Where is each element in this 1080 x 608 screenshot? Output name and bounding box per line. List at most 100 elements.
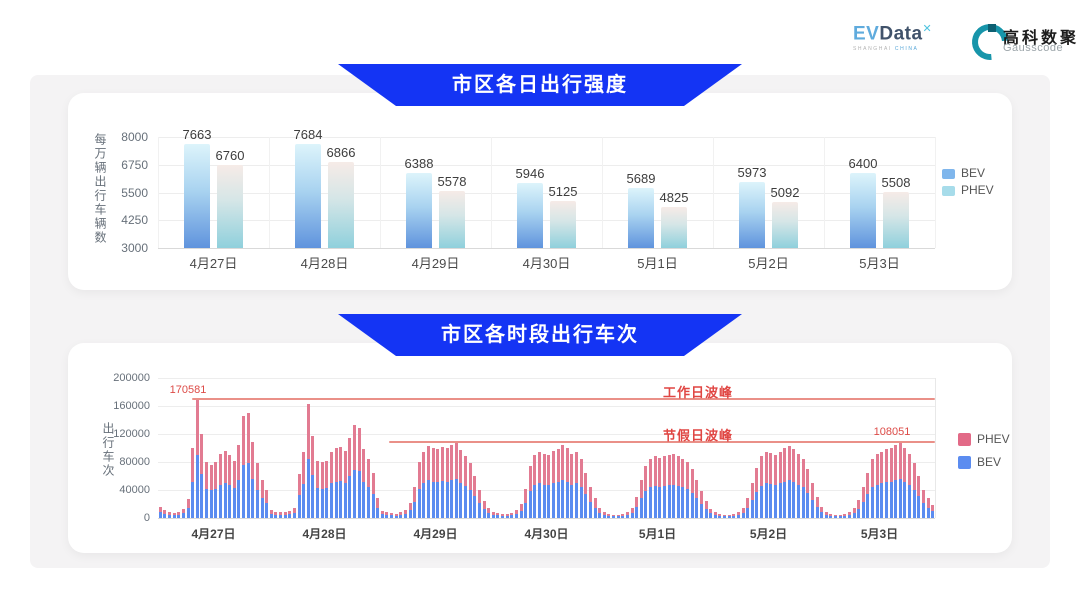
bev-bar-segment	[487, 512, 491, 518]
phev-bar	[217, 164, 243, 248]
x-tick-label: 5月3日	[859, 256, 900, 271]
bev-bar-segment	[681, 487, 685, 518]
bev-bar-segment	[353, 469, 357, 518]
phev-bar-segment	[912, 463, 916, 490]
phev-bar-segment	[662, 456, 666, 486]
holiday-peak-label: 节假日波峰	[662, 428, 733, 444]
g-ring-icon	[964, 16, 1016, 68]
phev-bar-segment	[292, 508, 296, 513]
phev-bar-segment	[436, 449, 440, 483]
phev-bar-segment	[158, 506, 162, 513]
phev-bar-segment	[889, 448, 893, 482]
y-tick-label: 4250	[121, 213, 148, 228]
bev-bar-segment	[431, 481, 435, 518]
bev-bar-segment	[501, 515, 505, 518]
bev-bar-segment	[510, 515, 514, 518]
phev-bar	[883, 192, 909, 248]
bev-bar-segment	[376, 507, 380, 518]
gridline	[158, 378, 935, 379]
bev-bar-segment	[403, 513, 407, 518]
gridline	[158, 462, 935, 463]
phev-bar-segment	[565, 448, 569, 482]
bev-bar-segment	[764, 483, 768, 518]
bev-bar-segment	[168, 515, 172, 518]
bev-bar-segment	[713, 515, 717, 518]
y-tick-label: 40000	[119, 484, 150, 496]
bev-bar-segment	[311, 475, 315, 518]
phev-value-label: 4825	[659, 190, 689, 206]
phev-bar-segment	[612, 514, 616, 517]
group-separator	[935, 137, 936, 248]
bev-bar-segment	[186, 508, 190, 518]
phev-bar-segment	[399, 512, 403, 516]
phev-bar-segment	[584, 472, 588, 495]
phev-bar-segment	[237, 445, 241, 481]
bev-bar-segment	[390, 515, 394, 518]
x-tick-label: 4月27日	[189, 256, 238, 271]
x-tick-label: 4月30日	[522, 256, 571, 271]
x-tick-label: 4月30日	[524, 527, 569, 541]
bev-bar-segment	[325, 488, 329, 518]
bev-bar-segment	[616, 516, 620, 518]
bev-value-label: 6388	[404, 155, 434, 171]
bev-bar-segment	[889, 481, 893, 518]
phev-bar-segment	[482, 500, 486, 509]
phev-bar-segment	[181, 508, 185, 514]
y-tick-label: 80000	[119, 456, 150, 468]
phev-value-label: 5578	[437, 173, 467, 189]
bev-bar-segment	[690, 492, 694, 518]
bev-bar-segment	[880, 483, 884, 518]
phev-bar	[439, 190, 465, 248]
phev-bar-segment	[487, 508, 491, 513]
bev-bar-segment	[857, 508, 861, 518]
phev-bar-segment	[362, 448, 366, 482]
bev-bar-segment	[232, 488, 236, 518]
bev-bar-segment	[413, 501, 417, 518]
bev-bar-segment	[292, 512, 296, 518]
phev-bar-segment	[607, 513, 611, 516]
phev-bar-segment	[713, 512, 717, 516]
bev-bar-segment	[177, 515, 181, 518]
phev-bar-segment	[468, 463, 472, 490]
phev-bar-segment	[921, 490, 925, 504]
phev-bar-segment	[357, 427, 361, 472]
phev-bar-segment	[884, 449, 888, 483]
group-separator	[602, 137, 603, 248]
top-chart-y-axis-title: 每万辆出行车辆数	[93, 133, 107, 245]
bev-bar-segment	[903, 481, 907, 518]
phev-bar-segment	[769, 452, 773, 485]
plot-right-edge	[935, 378, 936, 518]
bev-bar-segment	[593, 507, 597, 518]
bev-bar-segment	[843, 515, 847, 518]
phev-bar-segment	[764, 451, 768, 484]
bev-bar-segment	[556, 482, 560, 518]
phev-bar-segment	[621, 513, 625, 516]
phev-bar-segment	[366, 458, 370, 488]
phev-bar-segment	[736, 511, 740, 515]
phev-bar-segment	[903, 448, 907, 482]
bev-value-label: 5946	[515, 165, 545, 181]
phev-bar-segment	[773, 455, 777, 486]
phev-bar-segment	[427, 445, 431, 481]
phev-bar-segment	[741, 508, 745, 513]
legend-label: BEV	[961, 166, 986, 180]
bev-bar-segment	[570, 484, 574, 518]
y-tick-label: 0	[143, 512, 150, 524]
phev-bar-segment	[168, 512, 172, 516]
bev-bar-segment	[246, 463, 250, 518]
phev-bar-segment	[251, 442, 255, 479]
bev-bar-segment	[297, 495, 301, 518]
bev-bar-segment	[921, 503, 925, 518]
phev-bar-segment	[214, 462, 218, 489]
phev-bar-segment	[834, 514, 838, 517]
bev-bar-segment	[658, 486, 662, 518]
phev-bar-segment	[649, 458, 653, 488]
bev-bar-segment	[847, 514, 851, 518]
bev-bar	[850, 172, 876, 248]
bev-bar-segment	[218, 484, 222, 518]
bev-bar-segment	[191, 481, 195, 518]
legend-label: BEV	[977, 455, 1002, 469]
phev-bar-segment	[265, 490, 269, 504]
phev-bar-segment	[824, 512, 828, 516]
phev-value-label: 5125	[548, 183, 578, 199]
